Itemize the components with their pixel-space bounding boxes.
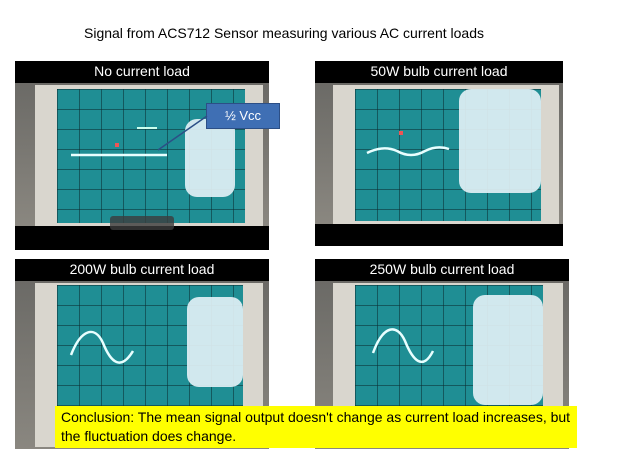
signal-trace — [371, 328, 435, 364]
half-vcc-callout: ½ Vcc — [206, 103, 280, 129]
panel-label: 50W bulb current load — [370, 63, 508, 79]
signal-trace — [366, 146, 450, 157]
panel-label: 200W bulb current load — [69, 261, 215, 277]
panel-label: 250W bulb current load — [369, 261, 515, 277]
conclusion-box: Conclusion: The mean signal output doesn… — [55, 406, 577, 448]
panel-label: No current load — [94, 63, 190, 79]
page-title: Signal from ACS712 Sensor measuring vari… — [84, 25, 484, 41]
video-controls[interactable] — [110, 216, 174, 230]
panel-no-load: No current load — [15, 61, 269, 250]
oscilloscope-screen — [355, 89, 541, 221]
signal-trace — [69, 330, 135, 364]
callout-pointer — [157, 115, 208, 151]
signal-trace — [71, 153, 167, 157]
panel-50w: 50W bulb current load — [315, 61, 563, 246]
oscilloscope-photo — [315, 83, 563, 224]
